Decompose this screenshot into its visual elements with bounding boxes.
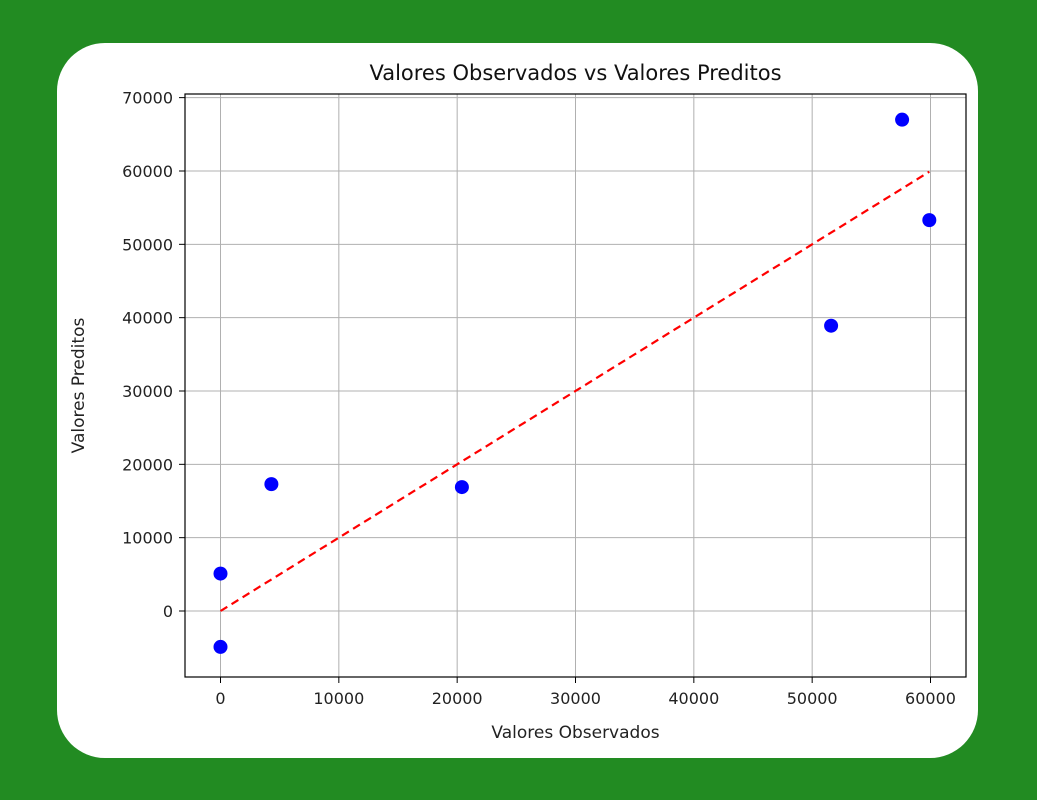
scatter-point [213, 566, 228, 581]
scatter-point [824, 318, 839, 333]
x-tick-label: 50000 [787, 689, 838, 708]
y-tick-label: 0 [163, 602, 173, 621]
points-layer [213, 112, 937, 654]
y-axis-title: Valores Preditos [69, 318, 89, 454]
y-tick-label: 50000 [122, 235, 173, 254]
y-axis-ticks: 0 10000 20000 30000 40000 50000 60000 70000 [122, 89, 185, 621]
y-tick-label: 30000 [122, 382, 173, 401]
scatter-point [264, 477, 279, 492]
chart-card: 0 10000 20000 30000 40000 50000 60000 0 10000 20… [57, 43, 978, 758]
scatter-point [454, 480, 469, 495]
x-tick-label: 20000 [432, 689, 483, 708]
y-tick-label: 20000 [122, 455, 173, 474]
x-tick-label: 40000 [668, 689, 719, 708]
scatter-point [922, 213, 937, 228]
chart-title: Valores Observados vs Valores Preditos [369, 61, 781, 85]
x-tick-label: 10000 [313, 689, 364, 708]
scatter-point [895, 112, 910, 127]
grid-layer [185, 94, 966, 677]
reference-line-layer [219, 170, 930, 612]
x-tick-label: 60000 [905, 689, 956, 708]
scatter-chart: 0 10000 20000 30000 40000 50000 60000 0 10000 20… [69, 61, 967, 743]
reference-line [219, 170, 930, 612]
scatter-point [213, 639, 228, 654]
y-tick-label: 40000 [122, 309, 173, 328]
y-tick-label: 70000 [122, 89, 173, 108]
y-tick-label: 60000 [122, 162, 173, 181]
x-axis-title: Valores Observados [491, 723, 659, 743]
x-tick-label: 30000 [550, 689, 601, 708]
x-axis-ticks: 0 10000 20000 30000 40000 50000 60000 [215, 677, 956, 708]
x-tick-label: 0 [215, 689, 225, 708]
y-tick-label: 10000 [122, 529, 173, 548]
